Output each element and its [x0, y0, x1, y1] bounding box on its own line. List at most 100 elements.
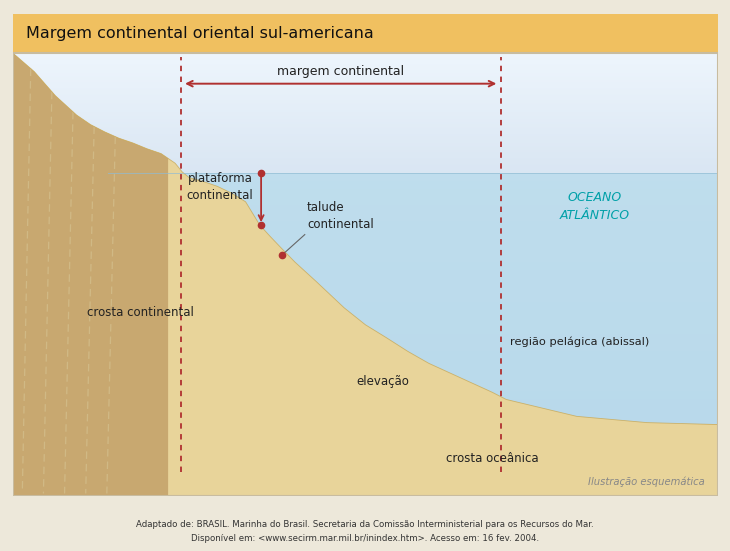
Bar	[13, 350, 718, 359]
Bar	[13, 61, 718, 62]
Bar	[13, 399, 718, 407]
Bar	[13, 138, 718, 140]
Text: Margem continental oriental sul-americana: Margem continental oriental sul-american…	[26, 26, 374, 41]
Bar	[13, 205, 718, 213]
Text: talude
continental: talude continental	[307, 201, 374, 231]
Bar	[13, 102, 718, 104]
Bar	[13, 158, 718, 159]
Bar	[13, 343, 718, 350]
Bar	[13, 237, 718, 246]
Bar	[168, 424, 718, 496]
Bar	[13, 104, 718, 106]
Bar	[13, 122, 718, 123]
Bar	[13, 326, 718, 334]
Bar	[13, 142, 718, 143]
Bar	[13, 439, 718, 447]
Bar	[13, 115, 718, 116]
Bar	[13, 164, 718, 165]
Bar	[13, 447, 718, 456]
Bar	[13, 423, 718, 431]
Bar	[13, 117, 718, 119]
Bar	[13, 68, 718, 70]
Text: Adaptado de: BRASIL. Marinha do Brasil. Secretaria da Comissão Interministerial : Adaptado de: BRASIL. Marinha do Brasil. …	[137, 520, 593, 529]
Bar	[13, 213, 718, 222]
Bar	[13, 383, 718, 391]
Bar	[13, 107, 718, 109]
Bar	[13, 431, 718, 439]
Bar	[13, 125, 718, 127]
Bar	[13, 161, 718, 163]
Bar	[13, 86, 718, 88]
Bar	[13, 181, 718, 189]
Bar	[13, 229, 718, 237]
Bar	[13, 82, 718, 83]
Bar	[13, 136, 718, 137]
Bar	[13, 359, 718, 367]
Bar	[13, 144, 718, 146]
Bar	[13, 96, 718, 98]
Bar	[13, 116, 718, 117]
Bar	[13, 140, 718, 142]
Bar	[13, 167, 718, 169]
Bar	[13, 64, 718, 65]
Bar	[13, 134, 718, 136]
Bar	[13, 367, 718, 375]
Bar	[13, 65, 718, 67]
Bar	[13, 137, 718, 138]
Bar	[13, 153, 718, 155]
Bar	[13, 58, 718, 60]
Text: OCEANO
ATLÂNTICO: OCEANO ATLÂNTICO	[559, 191, 629, 222]
Bar	[13, 222, 718, 229]
Bar	[13, 156, 718, 158]
Bar	[13, 415, 718, 423]
Bar	[13, 310, 718, 318]
Bar	[13, 131, 718, 133]
Bar	[13, 189, 718, 197]
Text: crosta continental: crosta continental	[87, 306, 194, 319]
Text: região pelágica (abissal): região pelágica (abissal)	[510, 336, 649, 347]
Text: plataforma
continental: plataforma continental	[186, 172, 253, 202]
Bar	[13, 75, 718, 77]
Bar	[13, 143, 718, 144]
Bar	[13, 94, 718, 95]
Bar	[13, 128, 718, 129]
Bar	[13, 80, 718, 82]
Bar	[13, 334, 718, 343]
Bar	[13, 112, 718, 113]
Bar	[13, 98, 718, 100]
Bar	[13, 113, 718, 115]
Bar	[13, 456, 718, 463]
Bar	[13, 56, 718, 58]
Bar	[13, 472, 718, 480]
Bar	[13, 55, 718, 56]
Bar	[13, 155, 718, 156]
Bar	[13, 375, 718, 383]
Text: margem continental: margem continental	[277, 65, 404, 78]
Bar	[13, 152, 718, 153]
Bar	[13, 106, 718, 107]
Bar	[13, 197, 718, 205]
Bar	[13, 150, 718, 152]
Bar	[13, 286, 718, 294]
Bar	[13, 129, 718, 131]
Bar	[13, 318, 718, 326]
Text: Disponível em: <www.secirm.mar.mil.br/inindex.htm>. Acesso em: 16 fev. 2004.: Disponível em: <www.secirm.mar.mil.br/in…	[191, 534, 539, 543]
Bar	[13, 123, 718, 125]
Bar	[13, 246, 718, 253]
Bar	[13, 101, 718, 102]
Bar	[13, 85, 718, 86]
Bar	[13, 109, 718, 110]
Bar	[13, 480, 718, 488]
Bar	[13, 173, 718, 496]
Bar	[13, 163, 718, 164]
Bar	[13, 294, 718, 302]
Bar	[13, 53, 718, 55]
Bar	[13, 62, 718, 64]
Bar	[13, 165, 718, 167]
Text: crosta oceânica: crosta oceânica	[446, 452, 539, 465]
Bar	[13, 149, 718, 150]
Bar	[13, 110, 718, 112]
Bar	[13, 148, 718, 149]
Bar	[13, 262, 718, 270]
Bar	[13, 95, 718, 96]
